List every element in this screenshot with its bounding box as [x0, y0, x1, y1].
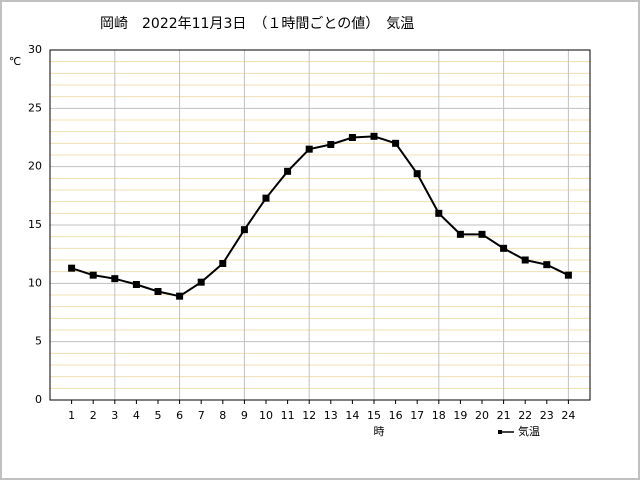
- data-point: [111, 275, 119, 283]
- x-tick-label: 15: [367, 409, 381, 422]
- x-tick-label: 24: [561, 409, 575, 422]
- x-tick-label: 13: [324, 409, 338, 422]
- x-tick-label: 9: [241, 409, 248, 422]
- x-tick-label: 19: [453, 409, 467, 422]
- x-tick-label: 6: [176, 409, 183, 422]
- data-point: [327, 141, 335, 148]
- x-tick-label: 18: [432, 409, 446, 422]
- data-point: [219, 260, 227, 267]
- data-point: [392, 139, 400, 147]
- data-point: [284, 167, 292, 175]
- y-tick-label: 30: [28, 43, 42, 56]
- plot-border: [49, 49, 591, 401]
- x-tick-label: 16: [389, 409, 403, 422]
- data-point: [240, 226, 248, 234]
- x-tick-label: 17: [410, 409, 424, 422]
- x-tick-label: 20: [475, 409, 489, 422]
- legend-marker: [498, 430, 502, 434]
- x-tick-label: 10: [259, 409, 273, 422]
- x-tick-label: 8: [219, 409, 226, 422]
- x-axis-label: 時: [374, 425, 385, 438]
- x-tick-label: 5: [155, 409, 162, 422]
- legend: 気温: [498, 424, 540, 438]
- x-tick-label: 2: [90, 409, 97, 422]
- data-point: [197, 278, 205, 286]
- x-tick-label: 23: [540, 409, 554, 422]
- data-point: [348, 134, 356, 141]
- data-point: [305, 145, 313, 153]
- data-point: [68, 264, 76, 272]
- x-tick-label: 12: [302, 409, 316, 422]
- data-point: [478, 230, 486, 238]
- y-tick-label: 25: [28, 101, 42, 114]
- x-tick-label: 4: [133, 409, 140, 422]
- x-tick-label: 11: [281, 409, 295, 422]
- y-tick-label: 10: [28, 276, 42, 289]
- y-tick-label: 5: [35, 335, 42, 348]
- y-axis-label: ℃: [9, 55, 21, 68]
- data-point: [262, 194, 270, 202]
- x-tick-label: 21: [497, 409, 511, 422]
- data-point: [132, 281, 140, 288]
- data-point: [521, 256, 529, 264]
- x-tick-label: 1: [68, 409, 75, 422]
- data-point: [89, 271, 97, 279]
- data-point: [154, 288, 162, 295]
- legend-label: 気温: [518, 424, 540, 438]
- data-point: [500, 244, 508, 252]
- x-tick-label: 14: [345, 409, 359, 422]
- x-tick-label: 7: [198, 409, 205, 422]
- x-tick-label: 22: [518, 409, 532, 422]
- data-point: [564, 271, 572, 279]
- data-point: [435, 209, 443, 217]
- data-point: [543, 261, 551, 269]
- chart-title: 岡崎 2022年11月3日 （１時間ごとの値） 気温: [100, 16, 414, 32]
- x-tick-label: 3: [111, 409, 118, 422]
- data-point: [413, 170, 421, 178]
- y-tick-label: 20: [28, 160, 42, 173]
- data-point: [456, 230, 464, 238]
- y-tick-label: 15: [28, 218, 42, 231]
- y-tick-label: 0: [35, 393, 42, 406]
- data-line: [71, 135, 569, 298]
- data-point: [176, 292, 184, 300]
- data-point: [370, 132, 378, 140]
